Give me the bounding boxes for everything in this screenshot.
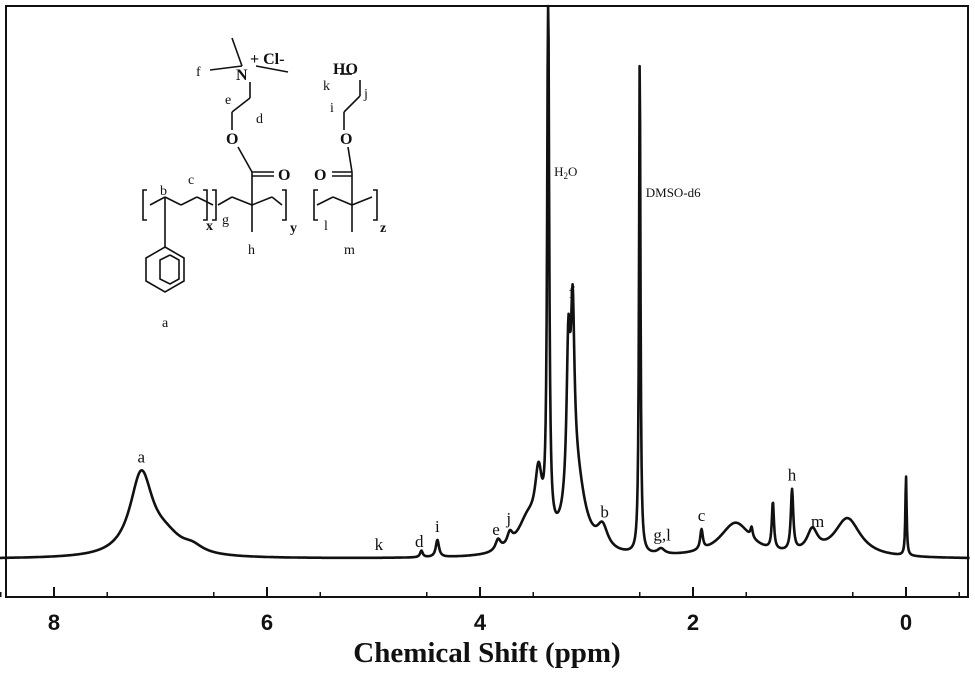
structure-label-a: a xyxy=(162,316,169,331)
structure-label-k: k xyxy=(323,79,330,94)
spectrum-line xyxy=(0,4,971,560)
carbonyl-oxygen-2: O xyxy=(314,167,326,184)
structure-label-j: j xyxy=(363,87,368,102)
structure-bonds xyxy=(142,37,378,293)
structure-label-e: e xyxy=(225,93,231,108)
peak-label-12: h xyxy=(788,466,797,485)
carbonyl-oxygen-1: O xyxy=(278,167,290,184)
peak-label-10: g,l xyxy=(653,525,671,544)
peak-label-3: i xyxy=(435,517,440,536)
x-axis-tick-labels: 8 6 4 2 0 xyxy=(48,610,912,635)
plot-frame xyxy=(5,5,969,598)
structure-label-f: f xyxy=(196,65,201,80)
structure-label-i: i xyxy=(330,101,334,116)
chemical-structure: N + Cl- HO O O O O x y z a b c d e f g h… xyxy=(142,37,386,331)
x-tick-label-0: 8 xyxy=(48,610,60,635)
x-axis-ticks xyxy=(0,587,960,597)
x-tick-label-1: 6 xyxy=(261,610,273,635)
peak-label-8: b xyxy=(600,503,609,522)
repeat-subscript-y: y xyxy=(290,221,297,236)
ester-oxygen-2: O xyxy=(340,131,352,148)
ester-oxygen-1: O xyxy=(226,131,238,148)
peak-annotations: a k di ej H2O f b DMSO-d6 g,l c h m xyxy=(138,164,825,554)
ammonium-n-atom: N xyxy=(236,67,248,84)
repeat-subscript-x: x xyxy=(206,219,213,234)
peak-label-5: j xyxy=(505,509,511,528)
peak-label-2: d xyxy=(415,532,424,551)
peak-label-7: f xyxy=(569,283,575,302)
x-axis-title: Chemical Shift (ppm) xyxy=(353,637,620,669)
structure-label-l: l xyxy=(324,219,328,234)
peak-label-0: a xyxy=(138,447,146,466)
repeat-subscript-z: z xyxy=(380,221,386,236)
peak-label-1: k xyxy=(375,535,384,554)
structure-label-g: g xyxy=(222,213,229,228)
peak-label-4: e xyxy=(492,520,500,539)
structure-label-c: c xyxy=(188,173,194,188)
structure-label-d: d xyxy=(256,112,263,127)
counter-ion-label: + Cl- xyxy=(250,51,284,68)
structure-label-h: h xyxy=(248,243,255,258)
peak-label-6: H2O xyxy=(554,164,577,181)
x-tick-label-4: 0 xyxy=(900,610,912,635)
peak-label-9: DMSO-d6 xyxy=(646,185,701,200)
x-tick-label-2: 4 xyxy=(474,610,487,635)
hydroxyl-label: HO xyxy=(333,61,358,78)
peak-label-13: m xyxy=(811,512,824,531)
structure-label-b: b xyxy=(160,184,167,199)
structure-label-m: m xyxy=(344,243,355,258)
x-tick-label-3: 2 xyxy=(687,610,699,635)
peak-label-11: c xyxy=(698,506,706,525)
